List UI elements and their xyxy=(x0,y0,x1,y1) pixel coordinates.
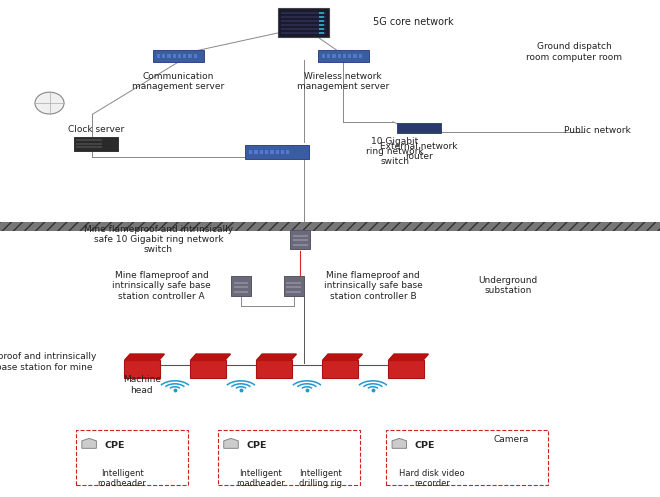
Text: Clock server: Clock server xyxy=(67,125,124,134)
Bar xyxy=(276,150,279,154)
Bar xyxy=(260,150,263,154)
Text: Wireless network
management server: Wireless network management server xyxy=(297,72,389,91)
Bar xyxy=(76,143,102,145)
Bar xyxy=(286,150,290,154)
Bar xyxy=(281,11,327,14)
FancyBboxPatch shape xyxy=(153,50,203,62)
Bar xyxy=(293,244,308,246)
Bar xyxy=(281,15,327,18)
Bar xyxy=(319,32,325,34)
Bar xyxy=(319,24,325,25)
Bar xyxy=(157,54,160,58)
Bar xyxy=(218,430,360,485)
Text: CPE: CPE xyxy=(104,441,125,450)
Bar xyxy=(286,291,301,293)
FancyBboxPatch shape xyxy=(318,50,368,62)
Text: Machine
head: Machine head xyxy=(123,375,161,395)
Polygon shape xyxy=(224,438,238,448)
Polygon shape xyxy=(82,438,96,448)
Bar xyxy=(327,54,331,58)
Bar xyxy=(271,150,273,154)
Text: 5G core network: 5G core network xyxy=(373,17,453,27)
FancyBboxPatch shape xyxy=(290,230,310,248)
Bar xyxy=(173,54,176,58)
Bar xyxy=(0,222,660,231)
FancyBboxPatch shape xyxy=(388,360,424,378)
Bar xyxy=(249,150,252,154)
Polygon shape xyxy=(257,354,296,360)
Bar xyxy=(234,286,248,288)
FancyBboxPatch shape xyxy=(279,8,329,36)
Text: 10 Gigabit
ring network
switch: 10 Gigabit ring network switch xyxy=(366,137,424,166)
Bar xyxy=(348,54,352,58)
Text: Ground dispatch
room computer room: Ground dispatch room computer room xyxy=(526,42,622,62)
Bar xyxy=(281,150,284,154)
FancyBboxPatch shape xyxy=(73,137,117,151)
Text: Intelligent
roadheader: Intelligent roadheader xyxy=(236,469,285,488)
FancyBboxPatch shape xyxy=(284,276,304,296)
Text: Underground
substation: Underground substation xyxy=(478,276,538,296)
FancyBboxPatch shape xyxy=(322,360,358,378)
Text: Camera: Camera xyxy=(494,435,529,444)
Text: Intelligent
drilling rig: Intelligent drilling rig xyxy=(298,469,342,488)
Text: Mine flameproof and
intrinsically safe base
station controller B: Mine flameproof and intrinsically safe b… xyxy=(323,271,422,301)
Bar xyxy=(354,54,357,58)
Bar xyxy=(343,54,346,58)
Bar xyxy=(281,27,327,30)
Circle shape xyxy=(35,92,64,114)
Bar xyxy=(162,54,165,58)
Bar xyxy=(319,12,325,13)
Text: CPE: CPE xyxy=(414,441,435,450)
Text: Intelligent
roadheader: Intelligent roadheader xyxy=(98,469,147,488)
FancyBboxPatch shape xyxy=(124,360,160,378)
Bar xyxy=(234,291,248,293)
Bar xyxy=(265,150,268,154)
Bar xyxy=(178,54,181,58)
FancyBboxPatch shape xyxy=(246,145,309,159)
Bar xyxy=(359,54,362,58)
Text: CPE: CPE xyxy=(246,441,267,450)
FancyBboxPatch shape xyxy=(190,360,226,378)
Bar xyxy=(281,32,327,34)
Text: External network
router: External network router xyxy=(380,142,458,161)
Text: Flameproof and intrinsically
safe base station for mine: Flameproof and intrinsically safe base s… xyxy=(0,352,96,372)
Bar xyxy=(293,239,308,241)
Bar xyxy=(386,430,548,485)
Text: Mine flameproof and
intrinsically safe base
station controller A: Mine flameproof and intrinsically safe b… xyxy=(112,271,211,301)
Bar xyxy=(183,54,187,58)
Bar xyxy=(338,54,341,58)
Bar xyxy=(286,282,301,284)
Polygon shape xyxy=(191,354,230,360)
Bar xyxy=(319,28,325,30)
Polygon shape xyxy=(125,354,164,360)
Bar xyxy=(194,54,197,58)
Text: Communication
management server: Communication management server xyxy=(132,72,224,91)
Polygon shape xyxy=(392,438,407,448)
Text: Mine flameproof and intrinsically
safe 10 Gigabit ring network
switch: Mine flameproof and intrinsically safe 1… xyxy=(84,225,233,254)
Bar xyxy=(189,54,192,58)
FancyBboxPatch shape xyxy=(397,123,442,133)
FancyBboxPatch shape xyxy=(231,276,251,296)
Bar xyxy=(234,282,248,284)
Bar xyxy=(319,20,325,21)
FancyBboxPatch shape xyxy=(256,360,292,378)
Text: Public network: Public network xyxy=(564,126,630,135)
Bar xyxy=(76,430,188,485)
Bar xyxy=(319,16,325,17)
Bar xyxy=(168,54,170,58)
Bar xyxy=(286,286,301,288)
Polygon shape xyxy=(389,354,428,360)
Bar xyxy=(293,235,308,237)
Bar xyxy=(333,54,336,58)
Bar xyxy=(76,139,102,141)
Bar xyxy=(322,54,325,58)
Bar xyxy=(281,19,327,22)
Bar xyxy=(76,146,102,148)
Bar xyxy=(255,150,257,154)
Polygon shape xyxy=(323,354,362,360)
Bar xyxy=(281,23,327,26)
Text: Hard disk video
recorder: Hard disk video recorder xyxy=(399,469,465,488)
